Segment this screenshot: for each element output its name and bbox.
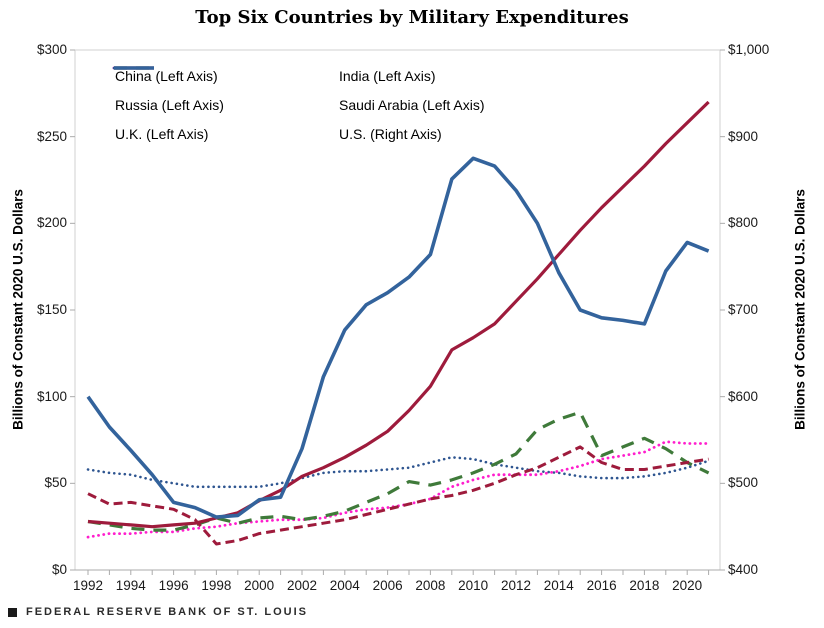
right-tick-1000: $1,000 (728, 42, 770, 57)
right-tick-400: $400 (728, 562, 759, 577)
legend-swatch-icon (114, 66, 154, 70)
x-tick-2020: 2020 (672, 578, 703, 593)
left-tick-100: $100 (36, 388, 67, 404)
stlouis-fed-logo-icon (8, 607, 17, 617)
series-line-u-k- (86, 455, 710, 489)
left-tick-250: $250 (36, 128, 67, 144)
legend-item-india: India (Left Axis) (112, 66, 606, 84)
left-tick-300: $300 (36, 42, 67, 57)
x-tick-2004: 2004 (329, 578, 360, 593)
source-attribution: FEDERAL RESERVE BANK OF ST. LOUIS (8, 606, 308, 618)
right-tick-700: $700 (728, 302, 759, 317)
x-tick-2002: 2002 (286, 578, 318, 593)
legend-label: U.K. (Left Axis) (115, 125, 209, 142)
chart-title: Top Six Countries by Military Expenditur… (195, 7, 629, 28)
x-tick-2014: 2014 (543, 578, 574, 593)
series-line-saudi-arabia (87, 410, 710, 532)
left-tick-200: $200 (36, 215, 67, 231)
left-tick-0: $0 (51, 562, 67, 577)
legend-label: Saudi Arabia (Left Axis) (339, 96, 485, 113)
legend-label: Russia (Left Axis) (115, 96, 224, 113)
legend-item-russia: Russia (Left Axis) (112, 66, 336, 113)
legend-item-u-s-: U.S. (Right Axis) (114, 66, 606, 142)
source-text: FEDERAL RESERVE BANK OF ST. LOUIS (26, 606, 308, 618)
legend-item-u-k-: U.K. (Left Axis) (112, 66, 336, 142)
x-tick-1994: 1994 (115, 578, 146, 593)
legend-label: China (Left Axis) (115, 67, 218, 84)
left-tick-150: $150 (36, 302, 67, 317)
x-tick-2000: 2000 (244, 578, 275, 593)
x-tick-2012: 2012 (500, 578, 532, 593)
series-line-russia (87, 445, 709, 546)
x-tick-2006: 2006 (372, 578, 403, 593)
x-tick-1998: 1998 (201, 578, 232, 593)
series-line-u-s- (86, 156, 710, 519)
x-tick-2008: 2008 (415, 578, 446, 593)
x-tick-2016: 2016 (586, 578, 617, 593)
x-tick-1992: 1992 (72, 578, 104, 593)
chart-legend: China (Left Axis) India (Left Axis) Russia… (112, 61, 606, 148)
series-line-china (87, 100, 710, 529)
right-tick-500: $500 (728, 475, 759, 491)
x-tick-2018: 2018 (629, 578, 660, 593)
legend-item-saudi-arabia: Saudi Arabia (Left Axis) (114, 66, 606, 113)
x-tick-1996: 1996 (158, 578, 189, 593)
left-tick-50: $50 (44, 475, 67, 491)
legend-label: U.S. (Right Axis) (339, 125, 442, 142)
x-tick-2010: 2010 (458, 578, 489, 593)
right-tick-800: $800 (728, 215, 759, 231)
right-tick-900: $900 (728, 128, 759, 144)
right-tick-600: $600 (728, 388, 759, 404)
legend-label: India (Left Axis) (339, 67, 436, 84)
